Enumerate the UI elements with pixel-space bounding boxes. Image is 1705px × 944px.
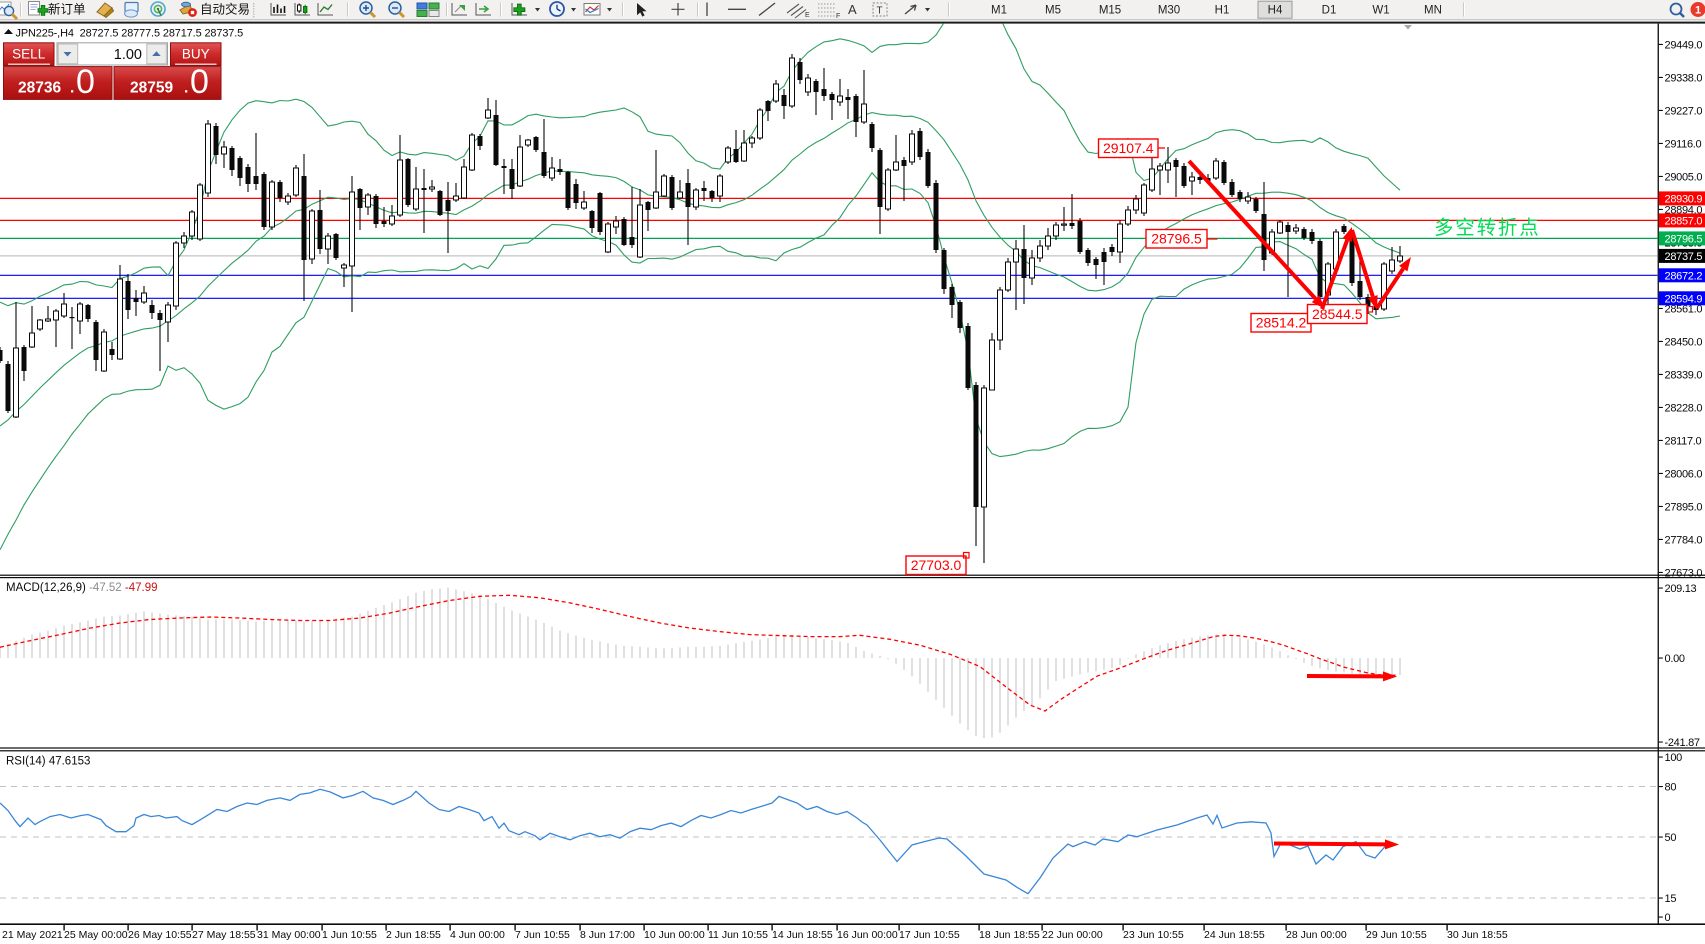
svg-text:29107.4: 29107.4 bbox=[1103, 140, 1154, 156]
svg-text:16 Jun 00:00: 16 Jun 00:00 bbox=[837, 929, 898, 941]
svg-text:1.00: 1.00 bbox=[114, 47, 142, 63]
svg-text:SELL: SELL bbox=[12, 47, 46, 62]
svg-text:E: E bbox=[805, 12, 810, 19]
svg-text:BUY: BUY bbox=[182, 47, 210, 62]
svg-text:28228.0: 28228.0 bbox=[1665, 402, 1703, 414]
svg-text:25 May 00:00: 25 May 00:00 bbox=[64, 929, 128, 941]
svg-text:28450.0: 28450.0 bbox=[1665, 336, 1703, 348]
svg-text:-241.87: -241.87 bbox=[1665, 737, 1700, 749]
svg-text:.: . bbox=[184, 80, 188, 97]
svg-text:28 Jun 00:00: 28 Jun 00:00 bbox=[1286, 929, 1347, 941]
svg-text:D1: D1 bbox=[1322, 5, 1337, 17]
svg-text:M30: M30 bbox=[1158, 5, 1180, 17]
svg-text:多空转折点: 多空转折点 bbox=[1434, 217, 1541, 239]
svg-text:1 Jun 10:55: 1 Jun 10:55 bbox=[322, 929, 377, 941]
svg-text:10 Jun 00:00: 10 Jun 00:00 bbox=[644, 929, 705, 941]
svg-text:28339.0: 28339.0 bbox=[1665, 369, 1703, 381]
svg-text:W1: W1 bbox=[1372, 5, 1389, 17]
svg-text:0: 0 bbox=[1665, 912, 1671, 924]
svg-text:MACD(12,26,9) -47.52 -47.99: MACD(12,26,9) -47.52 -47.99 bbox=[6, 582, 158, 594]
svg-text:27895.0: 27895.0 bbox=[1665, 501, 1703, 513]
svg-text:0: 0 bbox=[190, 63, 209, 101]
svg-text:M15: M15 bbox=[1099, 5, 1121, 17]
svg-text:21 May 2021: 21 May 2021 bbox=[2, 929, 63, 941]
svg-text:28117.0: 28117.0 bbox=[1665, 435, 1702, 447]
svg-text:M1: M1 bbox=[991, 5, 1007, 17]
svg-text:209.13: 209.13 bbox=[1665, 583, 1697, 595]
svg-text:H4: H4 bbox=[1268, 5, 1283, 17]
svg-text:31 May 00:00: 31 May 00:00 bbox=[257, 929, 321, 941]
svg-text:24 Jun 18:55: 24 Jun 18:55 bbox=[1204, 929, 1265, 941]
svg-text:0: 0 bbox=[76, 63, 95, 101]
svg-text:0.00: 0.00 bbox=[1665, 653, 1685, 665]
svg-text:29 Jun 10:55: 29 Jun 10:55 bbox=[1366, 929, 1427, 941]
svg-text:17 Jun 10:55: 17 Jun 10:55 bbox=[899, 929, 960, 941]
svg-text:.: . bbox=[70, 80, 74, 97]
svg-text:M5: M5 bbox=[1045, 5, 1061, 17]
svg-text:27 May 18:55: 27 May 18:55 bbox=[192, 929, 256, 941]
svg-text:15: 15 bbox=[1665, 893, 1677, 905]
svg-text:A: A bbox=[848, 2, 857, 17]
svg-text:H1: H1 bbox=[1215, 5, 1230, 17]
svg-text:自动交易: 自动交易 bbox=[200, 2, 250, 17]
svg-text:18 Jun 18:55: 18 Jun 18:55 bbox=[979, 929, 1040, 941]
svg-text:28930.9: 28930.9 bbox=[1665, 194, 1703, 206]
svg-text:23 Jun 10:55: 23 Jun 10:55 bbox=[1123, 929, 1184, 941]
svg-text:28857.0: 28857.0 bbox=[1665, 216, 1703, 228]
svg-text:29338.0: 29338.0 bbox=[1665, 72, 1703, 84]
svg-text:RSI(14) 47.6153: RSI(14) 47.6153 bbox=[6, 756, 90, 768]
svg-text:27784.0: 27784.0 bbox=[1665, 534, 1703, 546]
svg-text:28672.2: 28672.2 bbox=[1665, 271, 1703, 283]
svg-text:7 Jun 10:55: 7 Jun 10:55 bbox=[515, 929, 570, 941]
svg-text:27673.0: 27673.0 bbox=[1665, 567, 1703, 579]
svg-text:29005.0: 29005.0 bbox=[1665, 171, 1703, 183]
svg-text:2 Jun 18:55: 2 Jun 18:55 bbox=[386, 929, 441, 941]
svg-text:28544.5: 28544.5 bbox=[1312, 306, 1363, 322]
svg-text:14 Jun 18:55: 14 Jun 18:55 bbox=[772, 929, 833, 941]
svg-text:28796.5: 28796.5 bbox=[1151, 231, 1202, 247]
svg-text:29449.0: 29449.0 bbox=[1665, 39, 1703, 51]
svg-text:26 May 10:55: 26 May 10:55 bbox=[128, 929, 192, 941]
svg-text:28796.5: 28796.5 bbox=[1665, 234, 1703, 246]
svg-text:100: 100 bbox=[1665, 752, 1683, 764]
svg-text:29116.0: 29116.0 bbox=[1665, 138, 1702, 150]
svg-text:80: 80 bbox=[1665, 782, 1677, 794]
svg-text:T: T bbox=[877, 6, 883, 17]
svg-text:28736: 28736 bbox=[18, 80, 61, 97]
svg-text:11 Jun 10:55: 11 Jun 10:55 bbox=[708, 929, 768, 941]
svg-text:28561.0: 28561.0 bbox=[1665, 303, 1703, 315]
svg-text:28514.2: 28514.2 bbox=[1256, 315, 1307, 331]
svg-text:29227.0: 29227.0 bbox=[1665, 105, 1703, 117]
svg-text:30 Jun 18:55: 30 Jun 18:55 bbox=[1447, 929, 1508, 941]
svg-text:8 Jun 17:00: 8 Jun 17:00 bbox=[580, 929, 635, 941]
svg-text:28759: 28759 bbox=[130, 80, 173, 97]
svg-text:1: 1 bbox=[1695, 5, 1701, 17]
svg-text:MN: MN bbox=[1424, 5, 1442, 17]
svg-text:JPN225-,H4 28727.5 28777.5 28: JPN225-,H4 28727.5 28777.5 28717.5 28737… bbox=[16, 28, 244, 40]
svg-text:28737.5: 28737.5 bbox=[1665, 251, 1703, 263]
svg-text:4 Jun 00:00: 4 Jun 00:00 bbox=[450, 929, 505, 941]
svg-text:50: 50 bbox=[1665, 832, 1677, 844]
svg-text:22 Jun 00:00: 22 Jun 00:00 bbox=[1042, 929, 1103, 941]
svg-text:27703.0: 27703.0 bbox=[911, 557, 962, 573]
svg-text:新订单: 新订单 bbox=[48, 2, 86, 17]
svg-text:F: F bbox=[836, 13, 840, 20]
svg-text:28594.9: 28594.9 bbox=[1665, 294, 1703, 306]
svg-text:28006.0: 28006.0 bbox=[1665, 468, 1703, 480]
